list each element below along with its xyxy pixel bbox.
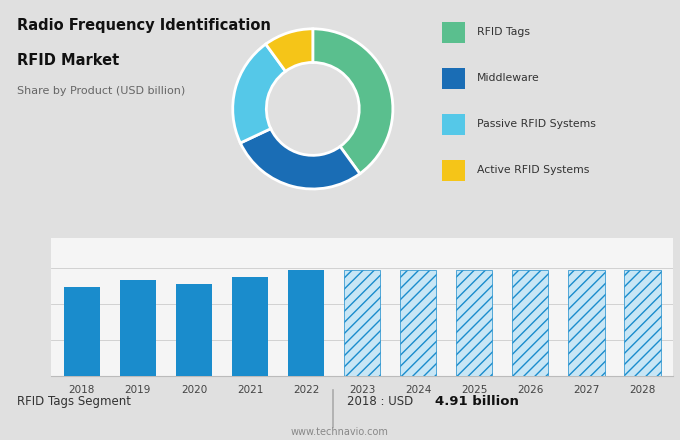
Bar: [456, 270, 492, 376]
Text: www.technavio.com: www.technavio.com: [291, 427, 389, 437]
FancyBboxPatch shape: [442, 160, 465, 181]
Wedge shape: [266, 29, 313, 71]
Bar: [512, 270, 549, 376]
Bar: [175, 284, 212, 376]
FancyBboxPatch shape: [442, 114, 465, 135]
Text: Radio Frequency Identification: Radio Frequency Identification: [17, 18, 271, 33]
Text: 4.91 billion: 4.91 billion: [435, 396, 519, 408]
Bar: [400, 270, 437, 376]
Bar: [288, 270, 324, 376]
Text: Share by Product (USD billion): Share by Product (USD billion): [17, 86, 185, 96]
Bar: [568, 270, 605, 376]
Text: RFID Tags: RFID Tags: [477, 26, 530, 37]
Text: RFID Tags Segment: RFID Tags Segment: [17, 396, 131, 408]
Text: RFID Market: RFID Market: [17, 53, 119, 68]
Bar: [624, 270, 660, 376]
Bar: [120, 280, 156, 376]
Wedge shape: [240, 128, 360, 189]
FancyBboxPatch shape: [442, 22, 465, 43]
Text: Middleware: Middleware: [477, 73, 539, 83]
Wedge shape: [313, 29, 393, 174]
Bar: [344, 270, 380, 376]
Text: 2018 : USD: 2018 : USD: [347, 396, 417, 408]
Text: Active RFID Systems: Active RFID Systems: [477, 165, 589, 175]
Bar: [64, 287, 100, 376]
Wedge shape: [233, 44, 286, 143]
Bar: [232, 277, 268, 376]
FancyBboxPatch shape: [442, 68, 465, 89]
Text: Passive RFID Systems: Passive RFID Systems: [477, 118, 596, 128]
